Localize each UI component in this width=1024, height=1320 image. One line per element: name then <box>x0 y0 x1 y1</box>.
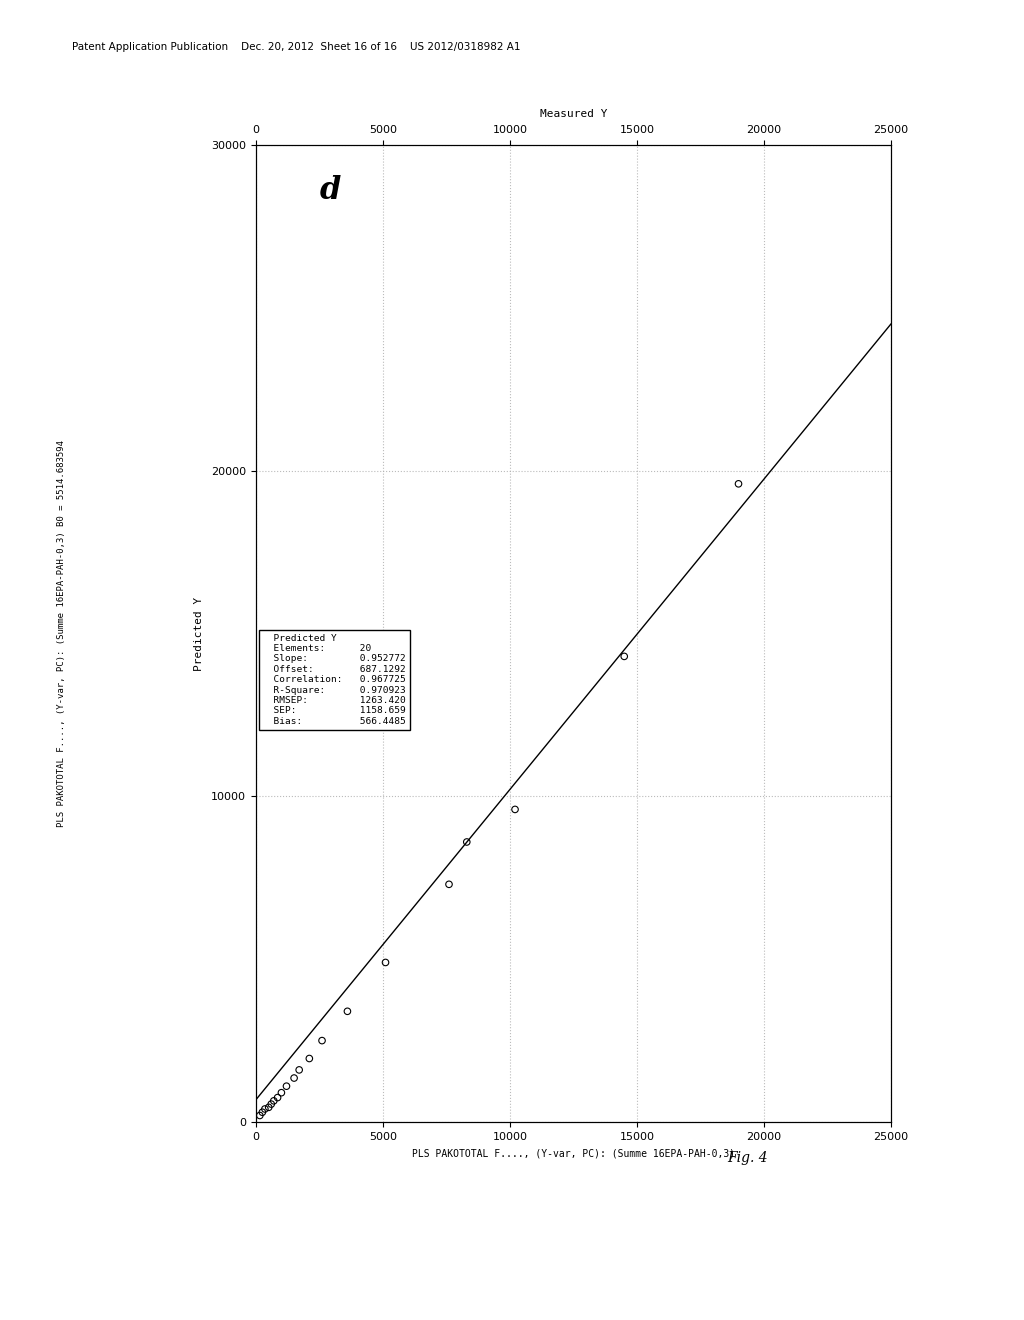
Point <box>440 874 457 895</box>
Point <box>339 1001 355 1022</box>
Point <box>257 1098 273 1119</box>
Y-axis label: Predicted Y: Predicted Y <box>195 597 204 671</box>
Text: Predicted Y
  Elements:      20
  Slope:         0.952772
  Offset:        687.1: Predicted Y Elements: 20 Slope: 0.952772… <box>262 634 407 726</box>
Point <box>254 1102 270 1123</box>
Text: Fig. 4: Fig. 4 <box>727 1151 768 1164</box>
Point <box>377 952 393 973</box>
Point <box>459 832 475 853</box>
Point <box>265 1090 282 1111</box>
Point <box>286 1068 302 1089</box>
Point <box>616 645 633 667</box>
Point <box>301 1048 317 1069</box>
Point <box>730 474 746 495</box>
X-axis label: Measured Y: Measured Y <box>540 110 607 119</box>
Point <box>507 799 523 820</box>
X-axis label: PLS PAKOTOTAL F...., (Y-var, PC): (Summe 16EPA-PAH-0,3): PLS PAKOTOTAL F...., (Y-var, PC): (Summe… <box>412 1148 735 1159</box>
Point <box>263 1093 280 1114</box>
Point <box>279 1076 295 1097</box>
Point <box>269 1088 286 1109</box>
Point <box>273 1082 290 1104</box>
Point <box>313 1030 330 1051</box>
Text: PLS PAKOTOTAL F...., (Y-var, PC): (Summe 16EPA-PAH-0,3) B0 = 5514.683594: PLS PAKOTOTAL F...., (Y-var, PC): (Summe… <box>57 440 66 828</box>
Point <box>291 1060 307 1081</box>
Text: d: d <box>319 174 341 206</box>
Point <box>260 1097 276 1118</box>
Point <box>252 1105 268 1126</box>
Text: Patent Application Publication    Dec. 20, 2012  Sheet 16 of 16    US 2012/03189: Patent Application Publication Dec. 20, … <box>72 42 520 53</box>
